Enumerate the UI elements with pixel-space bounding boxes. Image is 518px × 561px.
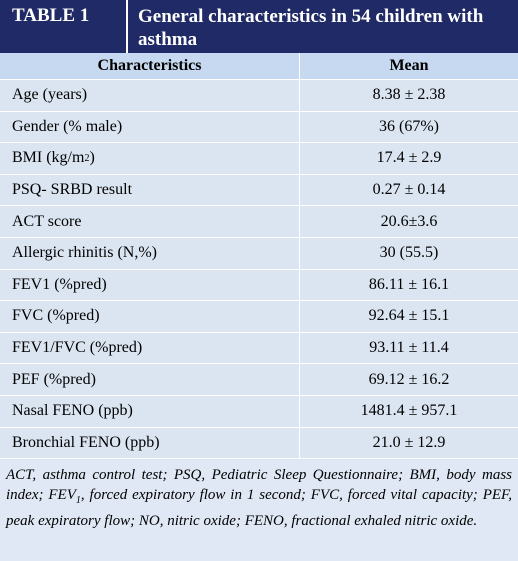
column-title: Mean <box>389 57 429 74</box>
row-value: 20.6±3.6 <box>380 212 438 230</box>
table-body: Age (years) 8.38 ± 2.38 Gender (% male) 36 … <box>0 80 518 460</box>
table-row: FEV1/FVC (%pred) 93.11 ± 11.4 <box>0 332 518 365</box>
table-header: TABLE 1 General characteristics in 54 ch… <box>0 0 518 53</box>
table-row: Gender (% male) 36 (67%) <box>0 111 518 144</box>
row-value: 21.0 ± 12.9 <box>372 433 446 451</box>
row-value: 30 (55.5) <box>379 244 439 262</box>
table-row: Bronchial FENO (ppb) 21.0 ± 12.9 <box>0 427 518 460</box>
row-label: PSQ- SRBD result <box>0 174 300 206</box>
table-label: TABLE 1 <box>0 0 128 53</box>
row-label: FVC (%pred) <box>0 301 300 332</box>
table-row: PEF (%pred) 69.12 ± 16.2 <box>0 364 518 396</box>
table-row: Allergic rhinitis (N,%) 30 (55.5) <box>0 237 518 270</box>
row-value: 92.64 ± 15.1 <box>368 307 450 325</box>
label-part: PSQ- SRBD result <box>12 181 133 199</box>
label-part: Gender (% male) <box>12 117 123 135</box>
row-label: ACT score <box>0 206 300 237</box>
row-label: Bronchial FENO (ppb) <box>0 427 300 459</box>
table-row: Nasal FENO (ppb) 1481.4 ± 957.1 <box>0 395 518 428</box>
label-part: ) <box>89 149 95 167</box>
label-part: BMI (kg/m <box>12 149 85 167</box>
label-part: PEF (%pred) <box>12 370 96 388</box>
label-part: Age (years) <box>12 86 88 104</box>
row-value: 17.4 ± 2.9 <box>376 149 442 167</box>
row-value: 69.12 ± 16.2 <box>368 370 450 388</box>
label-part: ACT score <box>12 212 82 230</box>
label-part: 2 <box>84 152 90 164</box>
column-title: Characteristics <box>0 53 300 79</box>
row-value: 0.27 ± 0.14 <box>372 181 446 199</box>
label-part: FEV1/FVC (%pred) <box>12 339 143 357</box>
table-title: General characteristics in 54 children w… <box>138 6 484 50</box>
row-label: Gender (% male) <box>0 111 300 143</box>
row-label: FEV1 (%pred) <box>0 269 300 301</box>
table-row: FEV1 (%pred) 86.11 ± 16.1 <box>0 269 518 302</box>
label-part: Nasal FENO (ppb) <box>12 402 133 420</box>
footnote-part: 1 <box>75 495 81 506</box>
footnote-part: , forced expiratory flow in 1 second; FV… <box>6 487 513 529</box>
row-label: BMI (kg/m 2) <box>0 143 300 174</box>
label-part: Bronchial FENO (ppb) <box>12 433 160 451</box>
row-label: Age (years) <box>0 80 300 111</box>
row-value: 93.11 ± 11.4 <box>369 339 449 357</box>
footnote-part: ACT, asthma control test; PSQ, Pediatric… <box>6 467 512 503</box>
row-value: 1481.4 ± 957.1 <box>360 402 458 420</box>
row-value: 36 (67%) <box>379 117 439 135</box>
footnote: ACT, asthma control test; PSQ, Pediatric… <box>0 460 518 561</box>
label-part: Allergic rhinitis (N,%) <box>12 244 158 262</box>
table-row: PSQ- SRBD result 0.27 ± 0.14 <box>0 174 518 207</box>
row-value: 86.11 ± 16.1 <box>368 275 450 293</box>
row-label: PEF (%pred) <box>0 364 300 395</box>
label-part: FVC (%pred) <box>12 307 100 325</box>
row-label: Allergic rhinitis (N,%) <box>0 237 300 269</box>
table-row: BMI (kg/m 2) 17.4 ± 2.9 <box>0 143 518 175</box>
label-part: FEV1 (%pred) <box>12 275 107 293</box>
row-label: Nasal FENO (ppb) <box>0 395 300 427</box>
table-row: FVC (%pred) 92.64 ± 15.1 <box>0 301 518 333</box>
table-row: Age (years) 8.38 ± 2.38 <box>0 80 518 112</box>
row-value: 8.38 ± 2.38 <box>372 86 446 104</box>
column-header: Characteristics Mean <box>0 53 518 80</box>
row-label: FEV1/FVC (%pred) <box>0 332 300 364</box>
table-row: ACT score 20.6±3.6 <box>0 206 518 238</box>
